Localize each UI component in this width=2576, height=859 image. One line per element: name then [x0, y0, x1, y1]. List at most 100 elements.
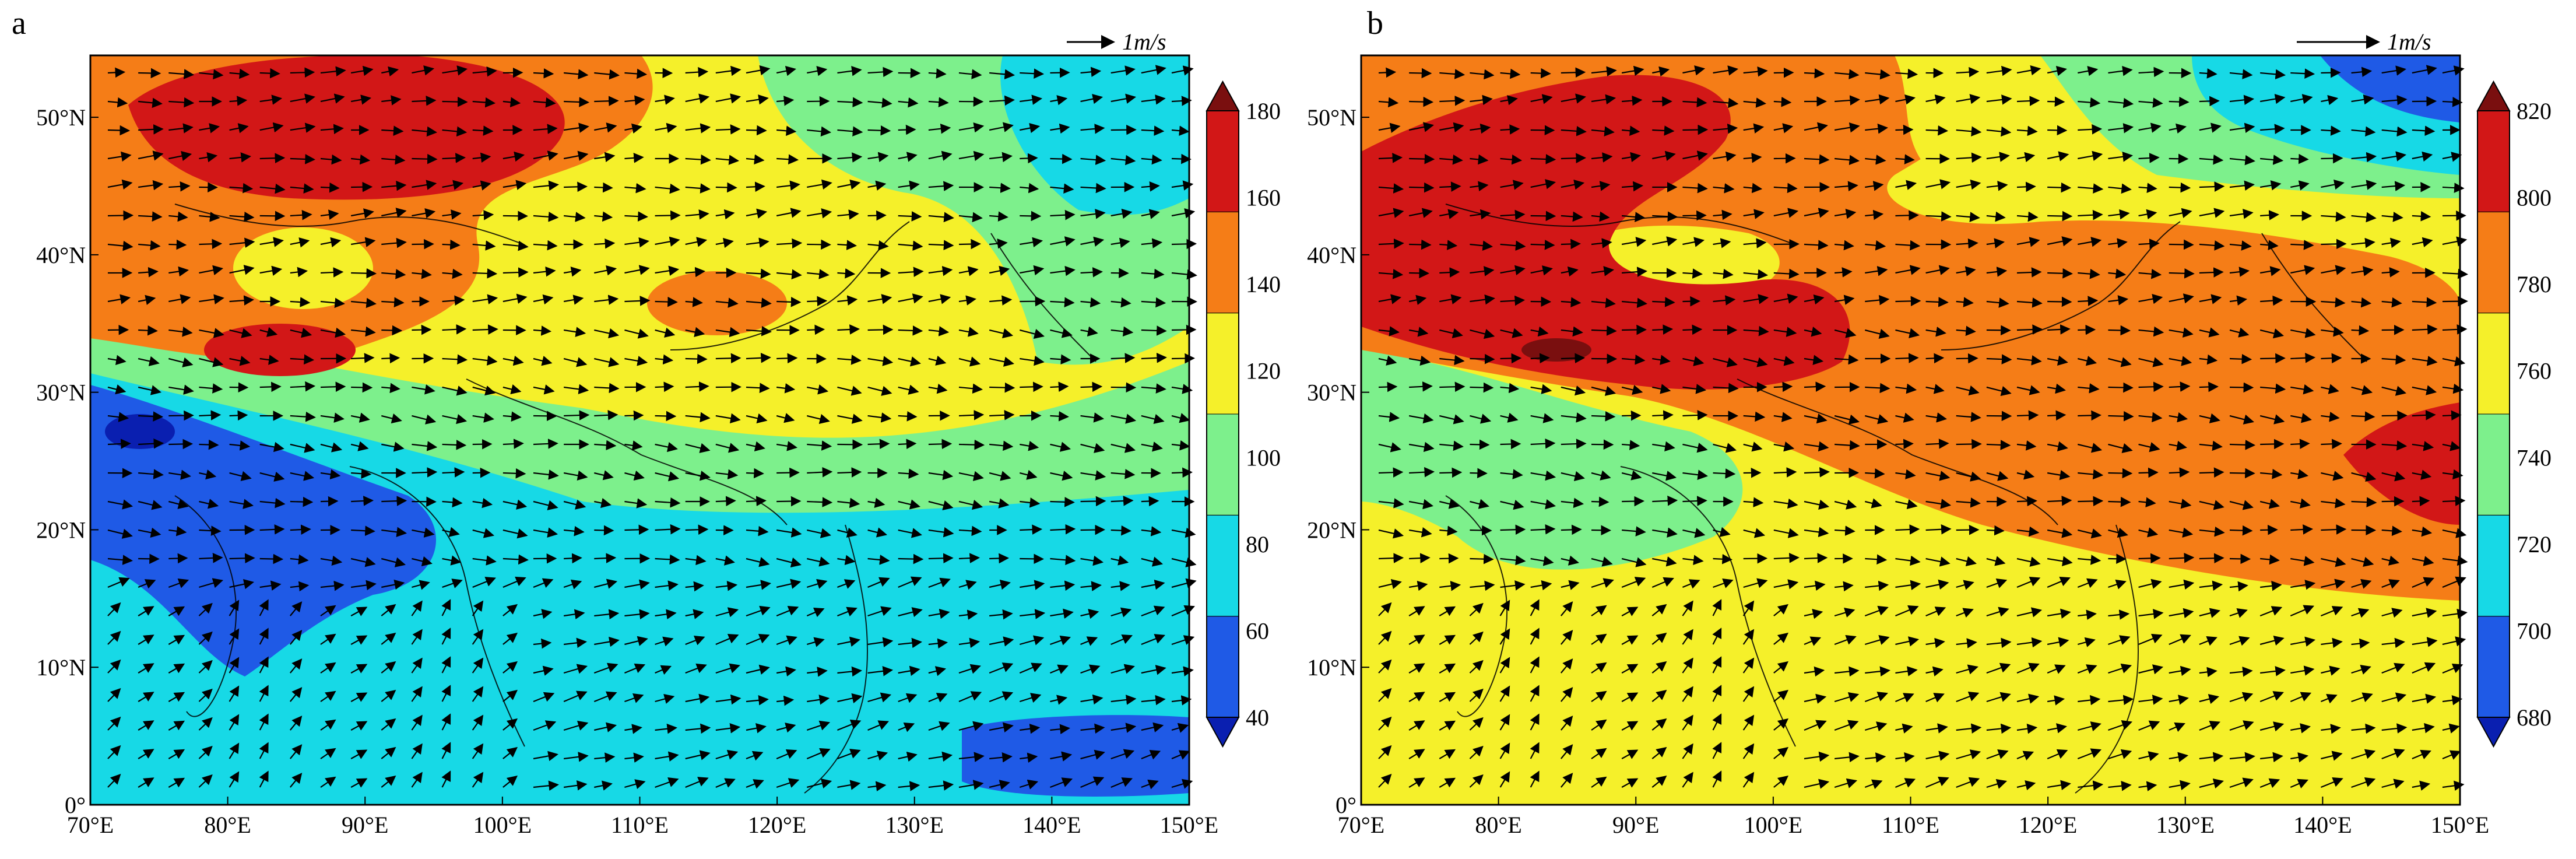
wind-vector: [2442, 410, 2462, 421]
wind-vector: [441, 627, 451, 645]
wind-vector: [1141, 297, 1166, 308]
wind-vector: [1141, 579, 1165, 590]
wind-vector: [1171, 413, 1190, 423]
wind-vector: [715, 124, 741, 135]
wind-vector: [533, 384, 555, 395]
wind-vector: [655, 183, 680, 194]
wind-vector: [928, 240, 954, 250]
wind-vector: [898, 665, 920, 676]
wind-vector: [563, 470, 588, 481]
wind-vector: [350, 237, 376, 247]
wind-vector: [168, 410, 194, 421]
wind-vector: [138, 294, 156, 306]
wind-vector: [746, 125, 767, 136]
wind-vector: [685, 609, 704, 619]
wind-vector: [1530, 296, 1552, 307]
wind-vector: [472, 629, 484, 645]
wind-vector: [533, 356, 553, 366]
wind-vector: [442, 65, 468, 76]
wind-vector: [1171, 180, 1194, 191]
wind-vector: [624, 95, 645, 106]
panel-a-map: 70°E 80°E 90°E 100°E 110°E 120°E 130°E 140°E 150…: [36, 29, 1281, 838]
wind-vector: [350, 606, 368, 616]
wind-vector: [958, 553, 981, 563]
wind-vector: [1080, 94, 1104, 104]
wind-vector: [715, 182, 737, 193]
wind-vector: [655, 524, 681, 535]
wind-vector: [715, 496, 736, 507]
wind-vector: [1020, 355, 1045, 366]
wind-vector: [837, 295, 858, 306]
wind-vector: [1050, 95, 1068, 106]
wind-vector: [958, 356, 981, 367]
wind-vector: [928, 638, 948, 649]
wind-vector: [2047, 182, 2072, 193]
wind-vector: [412, 467, 438, 478]
wind-vector: [290, 267, 308, 278]
wind-vector: [807, 695, 830, 705]
wind-vector: [624, 237, 649, 248]
wind-vector: [837, 240, 857, 250]
wind-vector: [2108, 382, 2134, 393]
wind-vector: [1439, 467, 1463, 478]
y-tick-label: 20°N: [36, 517, 86, 543]
wind-vector: [807, 179, 832, 190]
wind-vector: [381, 632, 396, 645]
wind-vector: [594, 440, 617, 451]
wind-vector: [715, 694, 741, 705]
wind-vector: [898, 528, 922, 538]
wind-vector: [624, 498, 648, 509]
wind-vector: [837, 527, 858, 538]
wind-vector: [350, 635, 368, 645]
colorbar-segment: [1206, 514, 1239, 617]
wind-vector: [199, 152, 218, 163]
wind-vector: [442, 295, 465, 306]
wind-vector: [502, 293, 528, 304]
wind-vector: [1171, 695, 1192, 706]
wind-vector: [746, 208, 768, 219]
wind-vector: [2016, 410, 2039, 421]
wind-vector: [1110, 155, 1136, 166]
wind-vector: [564, 97, 590, 107]
wind-vector: [1050, 328, 1073, 338]
wind-vector: [320, 469, 341, 480]
wind-vector: [381, 579, 405, 590]
wind-vector: [655, 554, 680, 565]
wind-vector: [533, 266, 556, 277]
wind-vector: [320, 237, 342, 248]
wind-vector: [958, 150, 985, 162]
wind-vector: [928, 355, 947, 366]
wind-vector: [442, 268, 463, 279]
wind-vector: [1110, 469, 1136, 479]
wind-vector: [2381, 410, 2408, 421]
wind-vector: [928, 527, 954, 538]
x-tick-label: 100°E: [1744, 812, 1802, 838]
wind-vector: [807, 384, 829, 395]
wind-vector: [563, 609, 585, 619]
wind-vector: [351, 496, 374, 506]
wind-vector: [259, 627, 269, 645]
wind-vector: [746, 525, 769, 537]
wind-vector: [107, 97, 128, 108]
wind-vector: [168, 469, 191, 480]
colorbar-tick-label: 780: [2517, 271, 2552, 297]
wind-vector: [958, 212, 983, 223]
colorbar-bottom-arrow: [1206, 717, 1240, 748]
wind-vector: [229, 657, 240, 674]
wind-vector: [2229, 382, 2254, 393]
wind-vector: [533, 720, 557, 731]
wind-vector: [533, 240, 558, 251]
wind-vector: [806, 720, 831, 731]
wind-vector: [837, 413, 863, 424]
wind-vector: [442, 96, 468, 107]
wind-vector: [1141, 352, 1167, 363]
wind-vector: [1171, 125, 1190, 136]
wind-vector: [229, 714, 240, 731]
wind-vector: [1141, 65, 1166, 75]
wind-vector: [898, 576, 922, 588]
wind-vector: [594, 357, 620, 367]
wind-vector: [1019, 693, 1042, 703]
wind-vector: [199, 328, 224, 338]
wind-vector: [898, 384, 919, 395]
wind-vector: [320, 327, 346, 338]
